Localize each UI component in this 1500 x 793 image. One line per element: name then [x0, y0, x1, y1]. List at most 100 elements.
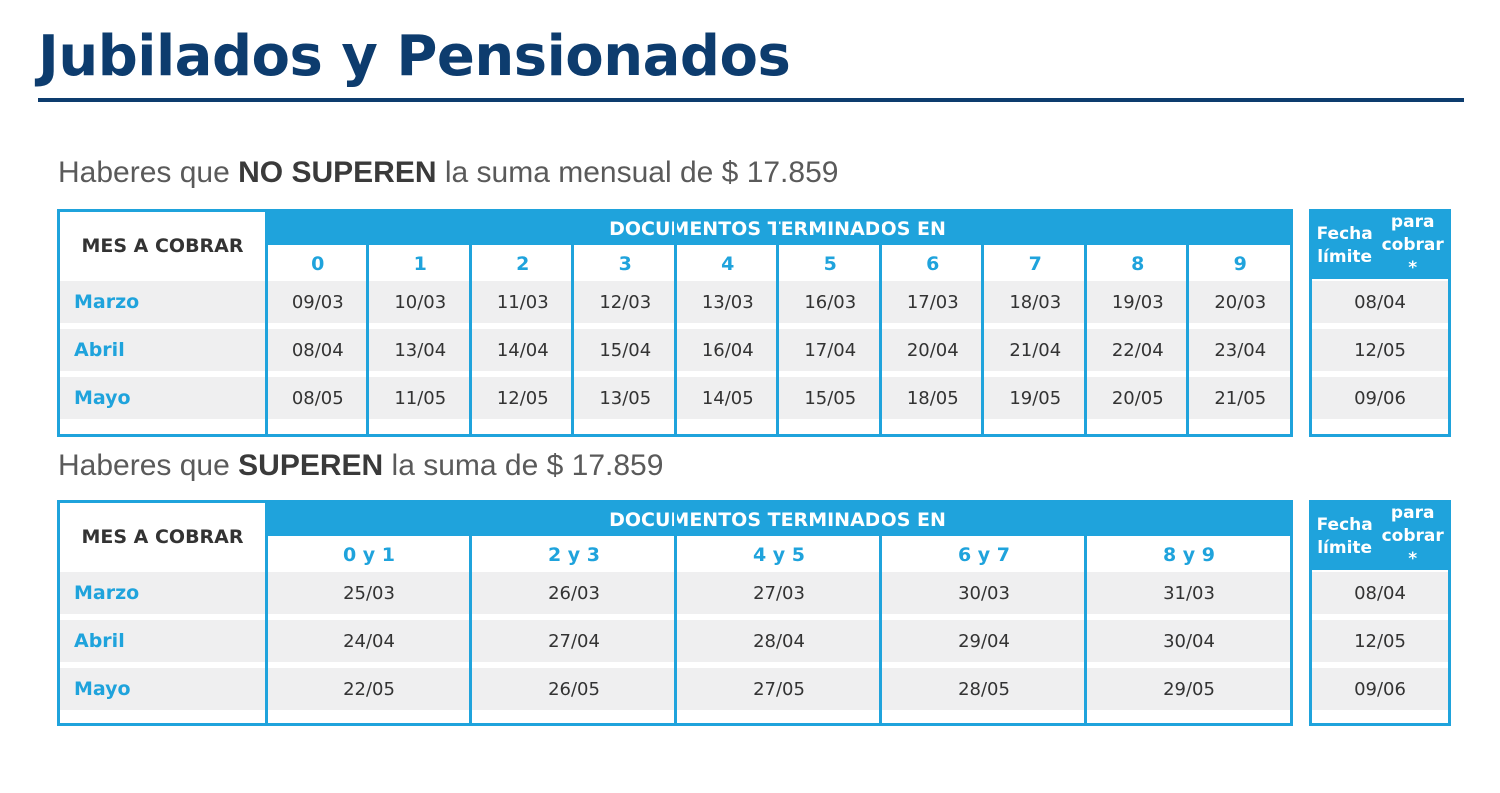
- payment-date-cell: 28/04: [753, 630, 805, 652]
- column-divider: [878, 212, 882, 434]
- document-digit-header: 0: [311, 252, 325, 275]
- payment-date-cell: 13/03: [701, 291, 754, 313]
- payment-date-cell: 18/05: [906, 387, 959, 409]
- month-label: Mayo: [74, 387, 131, 409]
- column-divider: [265, 212, 268, 434]
- document-digit-header: 7: [1028, 252, 1042, 275]
- column-divider: [468, 503, 472, 723]
- subtitle-prefix: Haberes que: [58, 156, 230, 189]
- deadline-table-no-superen: Fecha límite para cobrar * 08/04 12/05 09/06: [1309, 209, 1451, 437]
- document-digit-header: 4: [721, 252, 735, 275]
- column-divider: [878, 503, 882, 723]
- payment-date-cell: 12/03: [599, 291, 652, 313]
- subtitle-emphasis: SUPEREN: [238, 449, 384, 482]
- payment-date-cell: 27/03: [753, 582, 805, 604]
- row-band: [1312, 668, 1448, 710]
- column-divider: [468, 212, 472, 434]
- document-digit-header: 8 y 9: [1162, 543, 1216, 566]
- payment-date-cell: 08/04: [291, 339, 344, 361]
- payment-date-cell: 15/04: [599, 339, 652, 361]
- payment-date-cell: 13/05: [599, 387, 652, 409]
- document-digit-header: 8: [1131, 252, 1145, 275]
- payment-date-cell: 18/03: [1009, 291, 1062, 313]
- fecha-limite-header: Fecha límite para cobrar *: [1312, 503, 1448, 570]
- schedule-table-superen: MES A COBRAR DOCUMENTOS TERMINADOS EN 0 y …: [57, 500, 1293, 726]
- deadline-date-cell: 08/04: [1354, 582, 1406, 604]
- payment-date-cell: 22/05: [343, 678, 395, 700]
- row-band: [1312, 377, 1448, 419]
- column-divider: [571, 212, 574, 434]
- payment-date-cell: 09/03: [291, 291, 344, 313]
- payment-date-cell: 14/05: [701, 387, 754, 409]
- payment-date-cell: 20/04: [906, 339, 959, 361]
- subtitle-superen: Haberes que SUPEREN la suma de $ 17.859: [58, 449, 663, 483]
- payment-date-cell: 13/04: [394, 339, 447, 361]
- payment-date-cell: 31/03: [1163, 582, 1215, 604]
- subtitle-prefix: Haberes que: [58, 449, 230, 482]
- column-divider: [776, 212, 779, 434]
- payment-date-cell: 25/03: [343, 582, 395, 604]
- document-digit-header: 4 y 5: [752, 543, 806, 566]
- payment-date-cell: 17/04: [804, 339, 857, 361]
- document-digit-header: 6 y 7: [957, 543, 1011, 566]
- deadline-date-cell: 12/05: [1354, 339, 1406, 361]
- row-band: [1312, 572, 1448, 614]
- month-label: Marzo: [74, 291, 140, 313]
- schedule-table-no-superen: MES A COBRAR DOCUMENTOS TERMINADOS EN 0 1 2 3…: [57, 209, 1293, 437]
- row-band: [1312, 329, 1448, 371]
- subtitle-emphasis: NO SUPEREN: [238, 156, 437, 189]
- document-digit-header: 9: [1233, 252, 1247, 275]
- document-digit-header: 6: [926, 252, 940, 275]
- payment-date-cell: 08/05: [291, 387, 344, 409]
- payment-date-cell: 20/03: [1214, 291, 1267, 313]
- payment-date-cell: 10/03: [394, 291, 447, 313]
- document-digit-header: 5: [823, 252, 837, 275]
- column-divider: [366, 212, 369, 434]
- payment-date-cell: 15/05: [804, 387, 857, 409]
- deadline-date-cell: 08/04: [1354, 291, 1406, 313]
- payment-date-cell: 27/04: [548, 630, 600, 652]
- fecha-limite-header: Fecha límite para cobrar *: [1312, 212, 1448, 279]
- page-title: Jubilados y Pensionados: [38, 24, 791, 89]
- payment-date-cell: 26/03: [548, 582, 600, 604]
- deadline-date-cell: 09/06: [1354, 387, 1406, 409]
- payment-date-cell: 17/03: [906, 291, 959, 313]
- month-label: Abril: [74, 630, 125, 652]
- deadline-table-superen: Fecha límite para cobrar * 08/04 12/05 09/06: [1309, 500, 1451, 726]
- column-divider: [673, 503, 677, 723]
- payment-date-cell: 28/05: [958, 678, 1010, 700]
- payment-date-cell: 23/04: [1214, 339, 1267, 361]
- payment-date-cell: 22/04: [1111, 339, 1164, 361]
- column-divider: [265, 503, 268, 723]
- payment-date-cell: 16/03: [804, 291, 857, 313]
- column-divider: [981, 212, 984, 434]
- payment-date-cell: 19/05: [1009, 387, 1062, 409]
- deadline-date-cell: 09/06: [1354, 678, 1406, 700]
- row-band: [1312, 281, 1448, 323]
- payment-date-cell: 21/05: [1214, 387, 1267, 409]
- payment-date-cell: 11/05: [394, 387, 447, 409]
- fecha-limite-line1: Fecha límite: [1316, 223, 1373, 267]
- month-label: Marzo: [74, 582, 140, 604]
- mes-a-cobrar-header: MES A COBRAR: [81, 525, 244, 548]
- payment-date-cell: 21/04: [1009, 339, 1062, 361]
- column-divider: [1083, 503, 1087, 723]
- document-digit-header: 3: [618, 252, 632, 275]
- month-label: Mayo: [74, 678, 131, 700]
- payment-date-cell: 27/05: [753, 678, 805, 700]
- fecha-limite-line2: para cobrar *: [1381, 212, 1444, 278]
- fecha-limite-line2: para cobrar *: [1381, 503, 1444, 569]
- column-divider: [1186, 212, 1189, 434]
- subtitle-suffix: la suma mensual de $ 17.859: [444, 156, 839, 189]
- documentos-terminados-header: DOCUMENTOS TERMINADOS EN: [265, 503, 1290, 536]
- payment-date-cell: 20/05: [1111, 387, 1164, 409]
- column-divider: [673, 212, 677, 434]
- row-band: [1312, 620, 1448, 662]
- document-digit-header: 0 y 1: [342, 543, 396, 566]
- column-divider: [1083, 212, 1087, 434]
- deadline-date-cell: 12/05: [1354, 630, 1406, 652]
- subtitle-no-superen: Haberes que NO SUPEREN la suma mensual d…: [58, 156, 838, 190]
- mes-a-cobrar-header: MES A COBRAR: [81, 234, 244, 257]
- payment-date-cell: 29/05: [1163, 678, 1215, 700]
- fecha-limite-line1: Fecha límite: [1316, 514, 1373, 558]
